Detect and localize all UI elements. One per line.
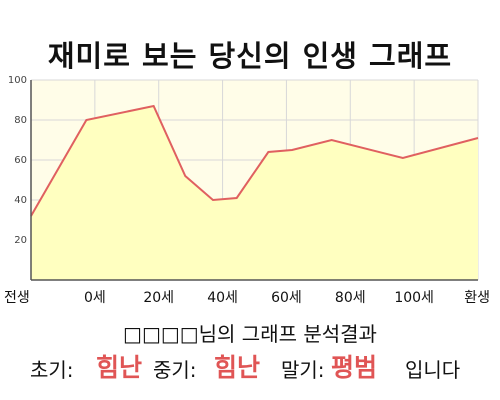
x-tick-label: 60세 <box>271 290 302 306</box>
late-value: 평범 <box>331 353 378 382</box>
analysis-results: 초기: 힘난 중기: 힘난 말기: 평범 입니다 <box>0 346 500 382</box>
x-tick-label: 80세 <box>335 290 366 306</box>
chart-title: 재미로 보는 당신의 인생 그래프 <box>47 39 453 73</box>
x-tick-label: 40세 <box>207 290 238 306</box>
early-label: 초기: <box>30 358 74 382</box>
mid-value: 힘난 <box>214 353 261 382</box>
mid-label: 중기: <box>153 358 197 382</box>
series-line <box>30 104 479 217</box>
y-tick-label: 20 <box>14 235 27 246</box>
x-tick-label: 전생 <box>4 290 30 306</box>
analysis-title: □□□□님의 그래프 분석결과 <box>123 322 377 346</box>
x-tick-label: 100세 <box>394 290 434 306</box>
y-tick-label: 100 <box>8 75 27 86</box>
early-value: 힘난 <box>96 353 143 382</box>
y-tick-label: 80 <box>14 115 27 126</box>
x-tick-label: 20세 <box>143 290 174 306</box>
x-tick-label: 환생 <box>464 290 490 306</box>
y-tick-label: 60 <box>14 155 27 166</box>
analysis-suffix: 입니다 <box>405 358 461 382</box>
x-tick-label: 0세 <box>84 290 106 306</box>
y-tick-label: 40 <box>14 195 27 206</box>
late-label: 말기: <box>281 358 325 382</box>
